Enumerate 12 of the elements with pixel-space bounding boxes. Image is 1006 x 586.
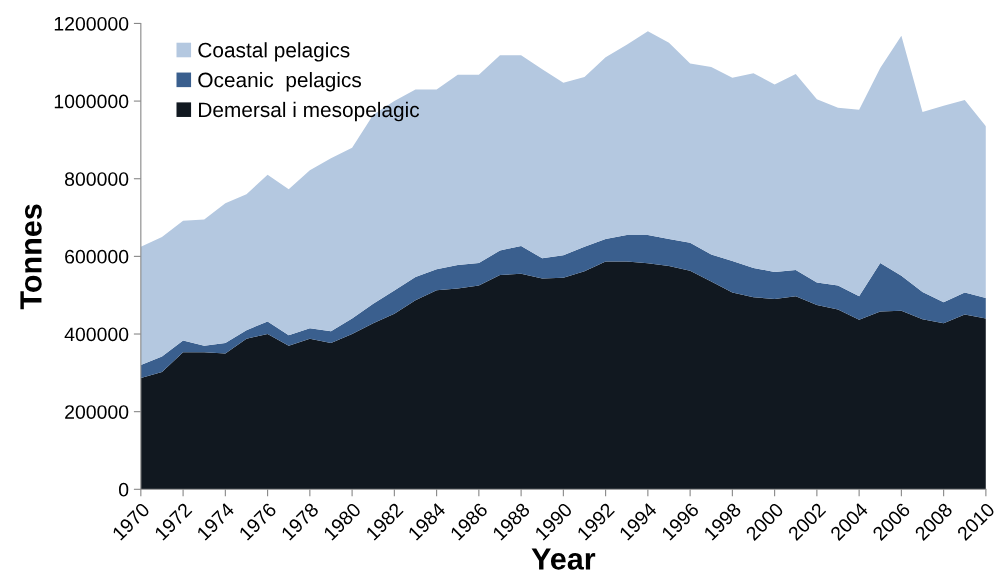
legend-label: Demersal i mesopelagic	[199, 101, 420, 122]
y-tick-label: 400000	[64, 327, 129, 342]
y-tick-label: 600000	[65, 249, 129, 264]
legend-label: Oceanic pelagics	[198, 72, 362, 92]
y-tick-label: 1000000	[54, 94, 129, 109]
y-axis-title: Tonnes	[20, 204, 42, 310]
y-tick-label: 0	[118, 482, 129, 497]
y-tick-label: 1200000	[54, 16, 129, 31]
y-tick-label: 800000	[65, 172, 129, 186]
legend-label: Coastal pelagics	[198, 42, 350, 62]
x-axis-title: Year	[531, 548, 596, 570]
y-tick-label: 200000	[65, 405, 129, 419]
